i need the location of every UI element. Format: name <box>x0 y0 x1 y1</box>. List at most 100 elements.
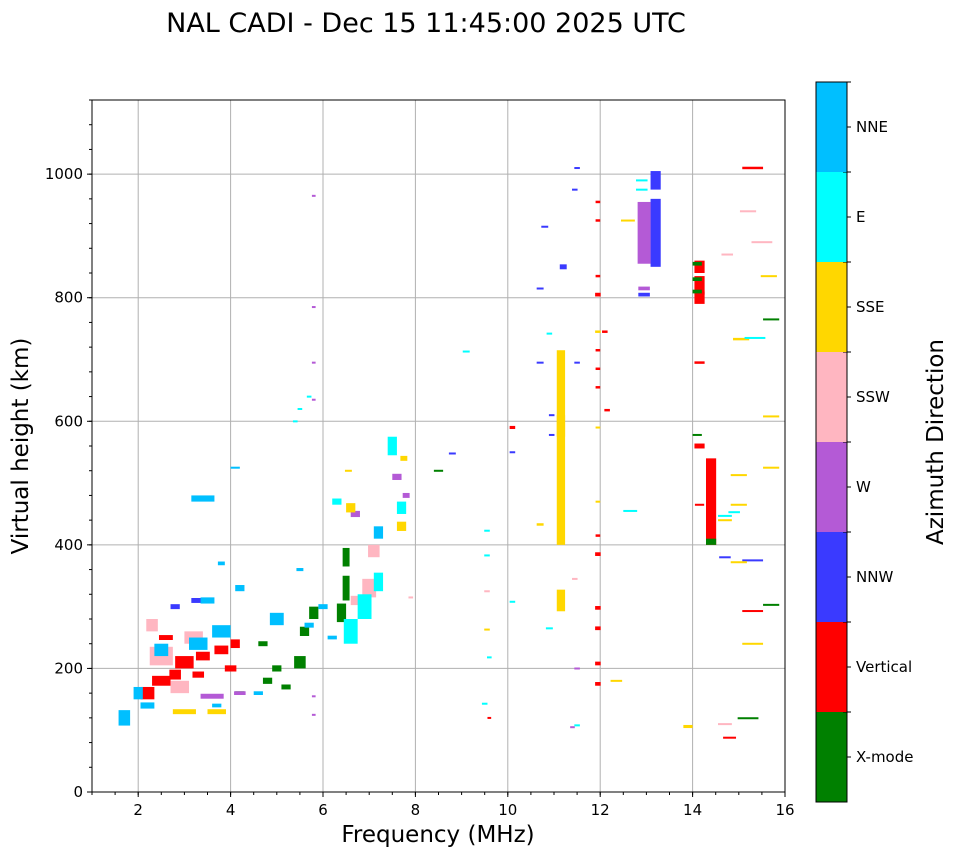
trace-point-e <box>545 627 553 630</box>
trace-point-sse <box>344 469 352 472</box>
trace-point-nnw <box>650 198 661 267</box>
trace-point-nnw <box>536 287 544 290</box>
colorbar-segment <box>816 442 847 532</box>
trace-point-nne <box>253 691 263 695</box>
trace-point-nnw <box>191 597 206 603</box>
trace-point-w <box>638 286 650 291</box>
trace-point-x-mode <box>294 656 306 669</box>
trace-point-ssw <box>718 723 732 726</box>
y-tick-label: 0 <box>73 783 83 801</box>
trace-point-sse <box>683 724 693 729</box>
trace-point-nne <box>189 637 208 650</box>
trace-point-sse <box>733 337 750 341</box>
colorbar-tick-label: SSE <box>856 298 885 316</box>
trace-point-sse <box>484 628 490 631</box>
trace-point-vertical <box>595 606 601 610</box>
x-tick-label: 8 <box>411 801 421 819</box>
y-tick-label: 600 <box>54 412 83 430</box>
trace-point-vertical <box>140 686 155 700</box>
trace-point-vertical <box>694 291 705 304</box>
trace-point-nne <box>296 568 304 572</box>
trace-point-vertical <box>705 458 717 545</box>
trace-point-e <box>343 619 358 644</box>
trace-point-vertical <box>152 675 171 686</box>
trace-point-vertical <box>158 635 173 641</box>
trace-point-e <box>623 509 638 512</box>
trace-point-e <box>574 724 580 727</box>
x-tick-label: 14 <box>683 801 702 819</box>
trace-point-sse <box>346 503 356 513</box>
trace-point-vertical <box>694 443 705 449</box>
trace-point-w <box>637 201 651 264</box>
trace-point-w <box>311 306 316 309</box>
colorbar-segment <box>816 712 847 802</box>
trace-point-e <box>546 332 553 335</box>
trace-point-sse <box>556 415 566 545</box>
trace-point-vertical <box>487 716 492 719</box>
trace-point-e <box>387 436 397 456</box>
trace-point-ssw <box>146 619 158 632</box>
trace-point-sse <box>595 426 601 429</box>
colorbar-tick-label: X-mode <box>856 748 913 766</box>
trace-point-ssw <box>408 596 414 599</box>
trace-point-ssw <box>484 590 490 593</box>
trace-point-w <box>311 194 316 197</box>
trace-point-nnw <box>509 451 516 454</box>
trace-point-ssw <box>739 210 757 213</box>
trace-point-nne <box>217 561 225 566</box>
trace-point-vertical <box>595 626 601 631</box>
trace-point-nne <box>140 702 155 709</box>
trace-point-x-mode <box>272 665 282 672</box>
trace-point-sse <box>556 589 566 612</box>
trace-point-e <box>484 529 490 532</box>
trace-point-e <box>481 702 488 705</box>
trace-point-x-mode <box>262 677 273 684</box>
trace-point-w <box>574 667 580 670</box>
trace-point-vertical <box>694 260 705 273</box>
trace-point-ssw <box>572 577 578 580</box>
trace-point-e <box>357 594 372 619</box>
trace-point-x-mode <box>342 547 350 567</box>
colorbar-segment <box>816 262 847 352</box>
colorbar-segment <box>816 172 847 262</box>
trace-point-nne <box>373 526 384 539</box>
trace-point-nnw <box>650 171 661 190</box>
colorbar-label: Azimuth Direction <box>923 339 949 545</box>
trace-point-w <box>570 726 575 729</box>
trace-point-w <box>402 492 410 498</box>
trace-point-vertical <box>169 669 181 680</box>
trace-point-x-mode <box>692 277 702 282</box>
trace-point-vertical <box>742 166 764 170</box>
trace-point-vertical <box>595 367 601 371</box>
trace-point-e <box>744 336 766 339</box>
trace-point-w <box>311 361 316 364</box>
trace-point-ssw <box>170 680 190 694</box>
trace-point-e <box>509 600 516 603</box>
x-tick-label: 6 <box>318 801 328 819</box>
trace-point-sse <box>536 523 544 526</box>
trace-point-vertical <box>595 219 601 222</box>
trace-point-sse <box>730 561 747 564</box>
trace-point-nne <box>269 612 284 626</box>
trace-point-x-mode <box>433 469 444 472</box>
trace-point-nne <box>327 635 337 640</box>
trace-point-nnw <box>536 361 544 364</box>
trace-point-vertical <box>224 665 237 672</box>
trace-point-vertical <box>595 200 601 204</box>
trace-point-vertical <box>509 425 516 430</box>
trace-point-vertical <box>595 386 601 389</box>
colorbar-segment <box>816 82 847 172</box>
trace-point-w <box>392 473 402 480</box>
trace-point-ssw <box>751 241 773 244</box>
colorbar-segment <box>816 532 847 622</box>
trace-point-e <box>292 420 298 423</box>
trace-point-w <box>311 713 316 716</box>
trace-point-vertical <box>192 671 205 678</box>
y-axis-label: Virtual height (km) <box>8 338 34 555</box>
trace-point-e <box>718 514 732 517</box>
trace-point-vertical <box>604 408 610 412</box>
colorbar: X-mode Vertical NNW W SSW SSE E NNE <box>815 81 913 803</box>
trace-point-nne <box>118 710 131 726</box>
x-axis-label: Frequency (MHz) <box>341 822 534 848</box>
trace-point-nne <box>154 643 169 657</box>
